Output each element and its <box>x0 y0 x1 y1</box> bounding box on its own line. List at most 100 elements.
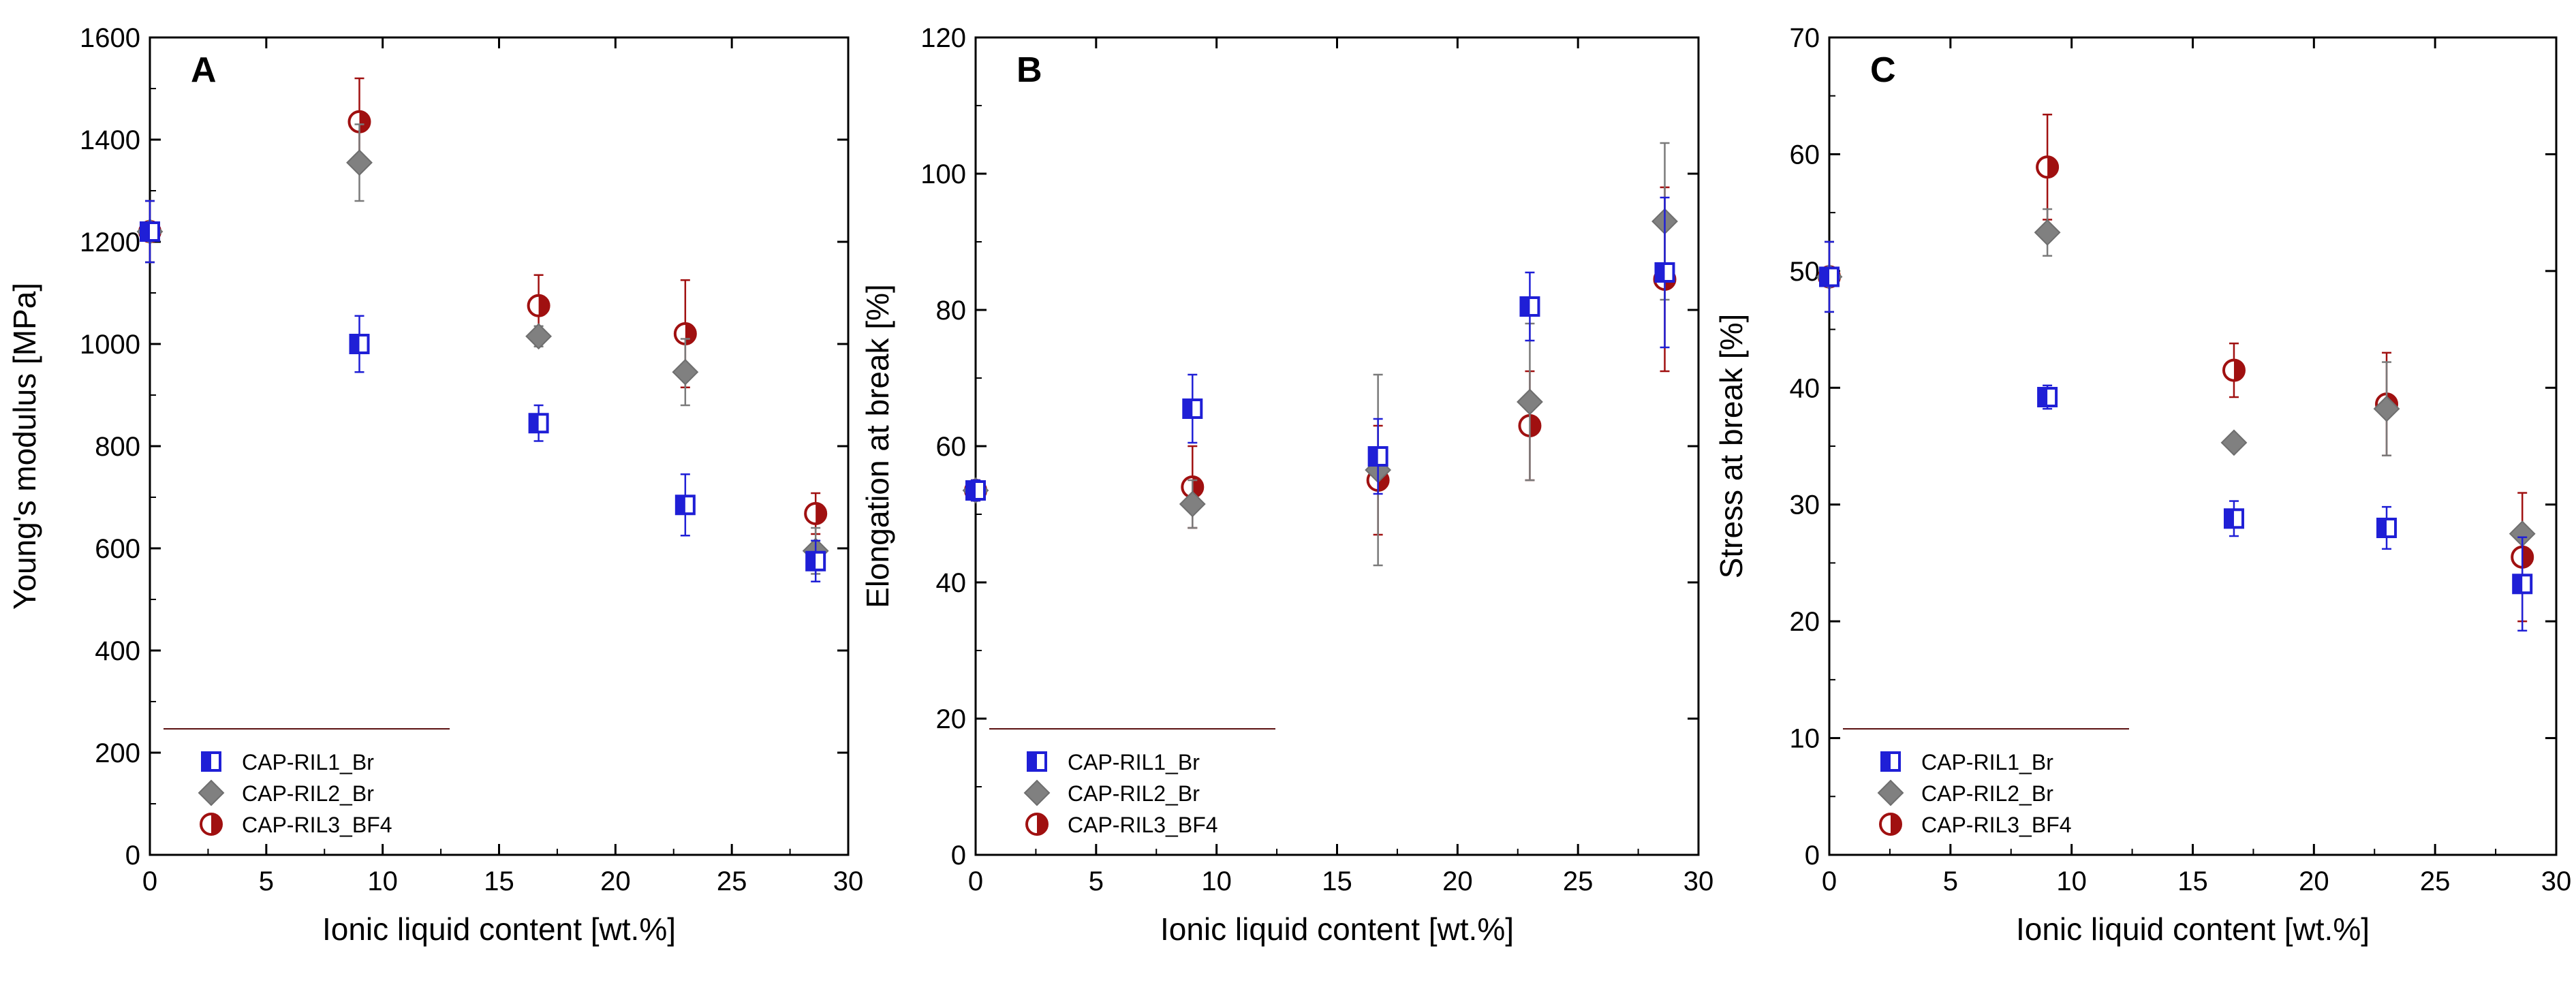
data-point-fill <box>2378 519 2387 537</box>
data-point <box>2512 574 2533 595</box>
x-tick-label: 20 <box>1442 866 1473 896</box>
legend-label: CAP-RIL1_Br <box>1921 750 2053 774</box>
y-tick-label: 1000 <box>80 330 140 360</box>
legend-label: CAP-RIL3_BF4 <box>1068 813 1218 837</box>
legend-marker-shape <box>198 779 225 806</box>
legend-marker <box>1023 779 1051 806</box>
plot-frame <box>149 36 850 856</box>
data-point-fill <box>967 482 976 499</box>
x-tick-label: 25 <box>1563 866 1594 896</box>
data-point-fill <box>2224 510 2234 528</box>
data-point-fill <box>807 552 816 570</box>
x-tick-label: 10 <box>1201 866 1232 896</box>
legend: CAP-RIL1_Br CAP-RIL2_Br CAP-RIL3_BF4 <box>1843 728 2129 837</box>
data-point-shape <box>2373 395 2400 422</box>
y-tick-label: 120 <box>920 23 966 53</box>
y-tick-label: 80 <box>936 296 967 326</box>
x-axis-title: Ionic liquid content [wt.%] <box>322 911 676 947</box>
data-point-fill <box>350 335 360 353</box>
data-point <box>2037 387 2058 407</box>
data-point-shape <box>346 149 373 176</box>
data-point <box>525 323 552 350</box>
legend-label: CAP-RIL2_Br <box>1921 781 2053 806</box>
x-tick-label: 10 <box>367 866 398 896</box>
legend-label: CAP-RIL3_BF4 <box>1921 813 2072 837</box>
data-point <box>1182 398 1203 419</box>
legend-marker-shape <box>1877 779 1904 806</box>
data-point <box>672 358 699 386</box>
data-point <box>140 221 160 242</box>
data-point <box>2376 518 2397 538</box>
data-point <box>1367 446 1388 467</box>
y-tick-label: 30 <box>1790 490 1820 520</box>
data-point-fill <box>1820 268 1829 286</box>
data-point-fill <box>141 223 150 240</box>
data-point-shape <box>1517 388 1543 416</box>
x-tick-label: 10 <box>2056 866 2087 896</box>
data-point-fill <box>529 414 539 433</box>
y-tick-label: 0 <box>1805 841 1820 871</box>
legend-marker <box>198 779 225 806</box>
legend-marker-fill <box>211 814 221 834</box>
data-point <box>2373 395 2400 422</box>
data-point-fill <box>676 496 685 514</box>
legend-label: CAP-RIL1_Br <box>242 750 374 774</box>
series-cap-ril3_bf4 <box>138 77 828 535</box>
x-tick-label: 15 <box>2177 866 2208 896</box>
legend-marker-fill <box>1891 814 1901 834</box>
y-tick-label: 20 <box>1790 607 1820 637</box>
data-point-fill <box>2047 157 2058 178</box>
y-tick-label: 200 <box>95 738 140 768</box>
data-point <box>804 502 828 525</box>
x-tick-label: 20 <box>600 866 631 896</box>
data-point <box>805 550 826 571</box>
x-tick-label: 0 <box>968 866 983 896</box>
series-cap-ril2_br <box>1816 208 2536 547</box>
legend-marker-fill <box>1037 814 1047 834</box>
legend: CAP-RIL1_Br CAP-RIL2_Br CAP-RIL3_BF4 <box>989 728 1275 837</box>
series-cap-ril3_bf4 <box>1818 113 2534 623</box>
y-tick-label: 20 <box>936 704 967 734</box>
legend-label: CAP-RIL3_BF4 <box>242 813 392 837</box>
y-tick-label: 600 <box>95 534 140 564</box>
panel-b: 0 5 10 15 20 25 30 0 20 40 60 80 100 120 Ionic liquid … <box>860 23 1713 947</box>
x-tick-label: 5 <box>259 866 274 896</box>
series-cap-ril1_br <box>965 196 1675 502</box>
y-tick-label: 50 <box>1790 257 1820 287</box>
data-point-fill <box>2522 546 2533 567</box>
x-tick-label: 0 <box>142 866 157 896</box>
data-point <box>2034 219 2061 246</box>
legend-marker <box>200 813 223 836</box>
y-tick-label: 100 <box>920 159 966 189</box>
panel-letter: C <box>1870 50 1896 90</box>
x-tick-label: 5 <box>1089 866 1104 896</box>
data-point <box>527 294 550 317</box>
panel-letter: B <box>1017 50 1042 90</box>
data-point <box>1179 490 1206 518</box>
data-point-fill <box>2038 388 2048 406</box>
x-tick-label: 30 <box>2541 866 2572 896</box>
data-point-shape <box>525 323 552 350</box>
x-tick-label: 25 <box>2420 866 2451 896</box>
data-point-fill <box>1183 400 1193 418</box>
data-point-fill <box>1192 477 1203 497</box>
y-tick-label: 10 <box>1790 724 1820 754</box>
data-point-fill <box>2233 360 2244 381</box>
data-point <box>1519 296 1540 317</box>
legend-marker-fill <box>1028 753 1037 770</box>
data-point <box>2223 508 2244 529</box>
x-tick-label: 20 <box>2299 866 2329 896</box>
data-point-shape <box>2220 429 2248 456</box>
y-tick-label: 1200 <box>80 228 140 257</box>
y-axis-title: Stress at break [%] <box>1713 314 1749 579</box>
y-tick-label: 1600 <box>80 23 140 53</box>
panel-a: 0 5 10 15 20 25 30 0 200 400 600 800 1000 1200 1400 160… <box>7 23 863 947</box>
y-tick-label: 40 <box>936 568 967 598</box>
x-tick-label: 5 <box>1943 866 1958 896</box>
series-cap-ril1_br <box>140 200 826 582</box>
legend-label: CAP-RIL1_Br <box>1068 750 1200 774</box>
legend-marker <box>201 751 221 772</box>
legend-marker-fill <box>202 753 211 770</box>
x-tick-label: 30 <box>1683 866 1714 896</box>
